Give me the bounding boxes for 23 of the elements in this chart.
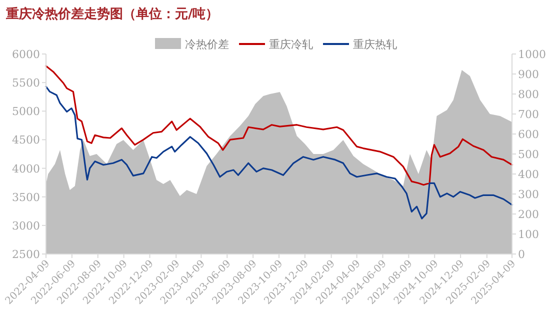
y2-tick-label: 600 (518, 128, 539, 141)
y2-tick-label: 200 (518, 208, 539, 221)
y2-tick-label: 0 (518, 248, 525, 261)
y2-tick-label: 100 (518, 228, 539, 241)
y-tick-label: 4000 (12, 162, 40, 176)
y-tick-label: 4500 (12, 134, 40, 147)
y-tick-label: 5000 (12, 105, 40, 118)
y2-tick-label: 800 (518, 88, 539, 101)
y2-tick-label: 300 (518, 188, 539, 201)
y-tick-label: 3500 (12, 190, 40, 204)
y-tick-label: 5500 (12, 76, 40, 90)
legend-label: 冷热价差 (185, 38, 229, 51)
legend-label: 重庆冷轧 (269, 38, 313, 51)
y-tick-label: 6000 (12, 48, 40, 61)
chart-title: 重庆冷热价差走势图（单位：元/吨） (5, 6, 219, 22)
legend-label: 重庆热轧 (353, 38, 397, 51)
y2-tick-label: 700 (518, 108, 539, 121)
y-tick-label: 2500 (12, 248, 40, 261)
y2-tick-label: 400 (518, 168, 539, 181)
y2-tick-label: 500 (518, 148, 539, 161)
y-tick-label: 3000 (12, 219, 40, 232)
y2-tick-label: 1000 (518, 48, 546, 61)
y2-tick-label: 900 (518, 68, 539, 81)
